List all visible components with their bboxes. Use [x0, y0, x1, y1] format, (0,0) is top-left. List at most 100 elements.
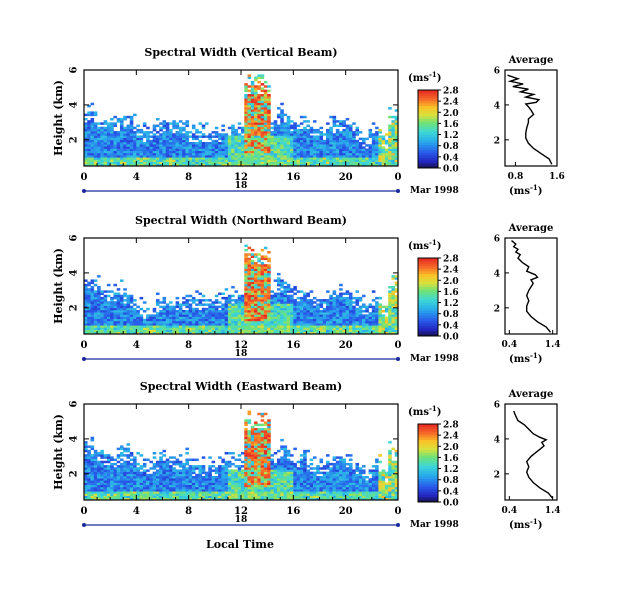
colorbar-tick-label-0-0: 0.0: [443, 165, 459, 175]
colorbar-tick-label-2-6: 2.4: [443, 432, 459, 442]
colorbar-tick-label-0-2: 0.8: [443, 142, 459, 152]
x-tick-label-0-2: 8: [185, 172, 192, 183]
colorbar-unit-0: (ms-1): [408, 70, 441, 84]
profile-unit-2-base: (ms: [509, 520, 530, 531]
day-label-0: 18: [235, 181, 248, 191]
profile-y-tick-label-0-1: 4: [494, 101, 500, 111]
y-axis-label-1: Height (km): [52, 248, 65, 324]
profile-unit-1-base: (ms: [509, 354, 530, 365]
x-tick-label-0-5: 20: [339, 172, 353, 183]
profile-x-tick-label-2-1: 1.4: [545, 506, 561, 516]
colorbar-tick-label-1-6: 2.4: [443, 266, 459, 276]
profile-x-tick-label-0-1: 1.6: [549, 172, 565, 182]
profile-x-tick-label-1-0: 0.4: [501, 340, 517, 350]
x-axis-label: Local Time: [206, 538, 274, 551]
x-tick-label-0-6: 0: [395, 172, 402, 183]
profile-y-tick-label-0-2: 6: [494, 67, 500, 77]
profile-line-2: [513, 410, 554, 499]
profile-unit-1-exponent: -1: [530, 351, 538, 360]
colorbar-tick-label-1-2: 0.8: [443, 310, 459, 320]
colorbar-unit-2-exponent: -1: [429, 404, 437, 413]
colorbar-tick-label-1-1: 0.4: [443, 321, 459, 331]
profile-x-tick-label-0-0: 0.8: [508, 172, 524, 182]
profile-title-2: Average: [508, 389, 554, 400]
profile-line-1: [511, 240, 552, 333]
colorbar-tick-label-1-3: 1.2: [443, 299, 459, 309]
date-line-start-1: [82, 357, 86, 361]
colorbar-tick-label-0-1: 0.4: [443, 153, 459, 163]
colorbar-tick-label-2-1: 0.4: [443, 487, 459, 497]
colorbar-unit-1-exponent: -1: [429, 238, 437, 247]
profile-unit-2-close: ): [538, 520, 543, 531]
profile-panel-0: Average 2 4 6 0.8 1.6 (ms-1): [494, 55, 565, 197]
profile-y-tick-label-2-0: 2: [494, 470, 500, 480]
profile-y-tick-label-2-2: 6: [494, 401, 500, 411]
profile-y-tick-label-2-1: 4: [494, 435, 500, 445]
colorbar-tick-label-2-3: 1.2: [443, 465, 459, 475]
y-tick-label-2-2: 6: [69, 400, 80, 407]
profile-title-0: Average: [508, 55, 554, 66]
x-tick-label-2-6: 0: [395, 506, 402, 517]
colorbar-2: 0.0 0.40.81.21.62.02.42.8(ms-1): [408, 404, 459, 509]
profile-unit-0-exponent: -1: [530, 183, 538, 192]
profile-line-0: [507, 74, 553, 165]
profile-frame-2: [504, 403, 558, 501]
x-tick-label-2-1: 4: [133, 506, 140, 517]
chart-title-1: Spectral Width (Northward Beam): [135, 214, 347, 227]
colorbar-tick-label-0-6: 2.4: [443, 98, 459, 108]
profile-y-tick-label-1-0: 2: [494, 304, 500, 314]
date-line-start-2: [82, 523, 86, 527]
colorbar-frame-0: [417, 89, 439, 169]
colorbar-tick-label-2-0: 0.0: [443, 499, 459, 509]
colorbar-frame-2: [417, 423, 439, 503]
date-line-end-2: [396, 523, 400, 527]
y-tick-label-2-1: 4: [69, 435, 80, 442]
y-axis-label-2: Height (km): [52, 414, 65, 490]
profile-y-tick-label-1-2: 6: [494, 235, 500, 245]
chart-panel-0: Spectral Width (Vertical Beam) 2 4 6 Height …: [52, 46, 565, 197]
y-axis-label-0: Height (km): [52, 80, 65, 156]
x-tick-label-1-4: 16: [286, 340, 300, 351]
colorbar-tick-label-2-7: 2.8: [443, 421, 459, 431]
colorbar-tick-label-2-5: 2.0: [443, 443, 459, 453]
profile-unit-1-close: ): [538, 354, 543, 365]
profile-frame-1: [504, 237, 558, 335]
profile-unit-0-base: (ms: [509, 186, 530, 197]
chart-panel-1: Spectral Width (Northward Beam) 2 4 6 Height…: [52, 214, 561, 365]
x-tick-label-0-0: 0: [81, 172, 88, 183]
colorbar-frame-1: [417, 257, 439, 337]
colorbar-unit-2: (ms-1): [408, 404, 441, 418]
date-label-0: Mar 1998: [410, 186, 459, 196]
colorbar-tick-label-0-4: 1.6: [443, 120, 459, 130]
date-label-2: Mar 1998: [410, 520, 459, 530]
colorbar-0: 0.00.40.81.21.62.02.42.8(ms-1): [408, 70, 459, 175]
y-tick-label-0-0: 2: [69, 136, 80, 143]
colorbar-unit-0-base: (ms: [408, 73, 429, 84]
colorbar-tick-label-2-2: 0.8: [443, 476, 459, 486]
colorbar-tick-label-0-7: 2.8: [443, 87, 459, 97]
heatmap-cells-2: [84, 410, 399, 501]
profile-x-tick-label-1-1: 1.4: [545, 340, 561, 350]
profile-unit-0: (ms-1): [509, 183, 542, 197]
chart-panel-2: Spectral Width (Eastward Beam) 2 4 6 Height …: [52, 380, 561, 531]
heatmap-cells-0: [84, 74, 399, 167]
colorbar-tick-label-1-5: 2.0: [443, 277, 459, 287]
profile-frame-0: [504, 69, 558, 167]
colorbar-tick-label-2-4: 1.6: [443, 454, 459, 464]
colorbar-tick-label-0-3: 1.2: [443, 131, 459, 141]
y-tick-label-1-2: 6: [69, 234, 80, 241]
y-tick-label-1-1: 4: [69, 269, 80, 276]
colorbar-tick-label-1-0: 0.0: [443, 333, 459, 343]
colorbar-unit-1: (ms-1): [408, 238, 441, 252]
day-label-2: 18: [235, 515, 248, 525]
x-tick-label-2-0: 0: [81, 506, 88, 517]
x-tick-label-0-3: 12: [234, 172, 248, 183]
chart-title-0: Spectral Width (Vertical Beam): [144, 46, 337, 59]
colorbar-tick-label-1-7: 2.8: [443, 255, 459, 265]
x-tick-label-2-5: 20: [339, 506, 353, 517]
y-tick-label-0-2: 6: [69, 66, 80, 73]
colorbar-unit-0-close: ): [437, 73, 442, 84]
